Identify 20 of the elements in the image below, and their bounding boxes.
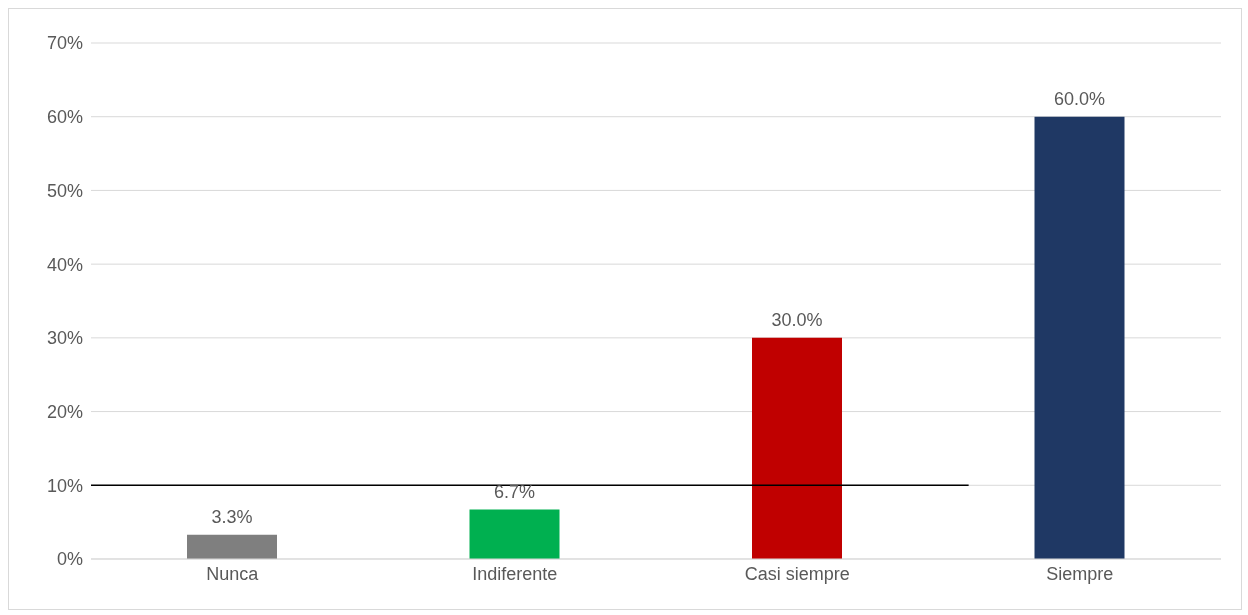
data-label: 6.7% <box>493 481 536 502</box>
data-label: 3.3% <box>211 506 253 527</box>
bar <box>469 509 560 559</box>
x-tick-label: Nunca <box>206 563 260 584</box>
data-label: 60.0% <box>1053 88 1106 109</box>
y-tick-label: 40% <box>46 254 83 275</box>
x-tick-label: Casi siempre <box>744 563 850 584</box>
y-tick-label: 70% <box>46 33 83 54</box>
bar <box>187 534 277 559</box>
y-tick-label: 10% <box>46 475 83 496</box>
y-tick-label: 30% <box>46 328 83 349</box>
y-tick-label: 60% <box>46 107 83 128</box>
x-tick-label: Indiferente <box>472 563 558 584</box>
bar <box>1034 116 1125 559</box>
data-label: 30.0% <box>771 309 823 330</box>
bar <box>752 337 842 559</box>
x-tick-label: Siempre <box>1046 563 1114 584</box>
y-tick-label: 20% <box>46 401 83 422</box>
y-tick-label: 0% <box>56 549 83 570</box>
y-tick-label: 50% <box>46 180 83 201</box>
